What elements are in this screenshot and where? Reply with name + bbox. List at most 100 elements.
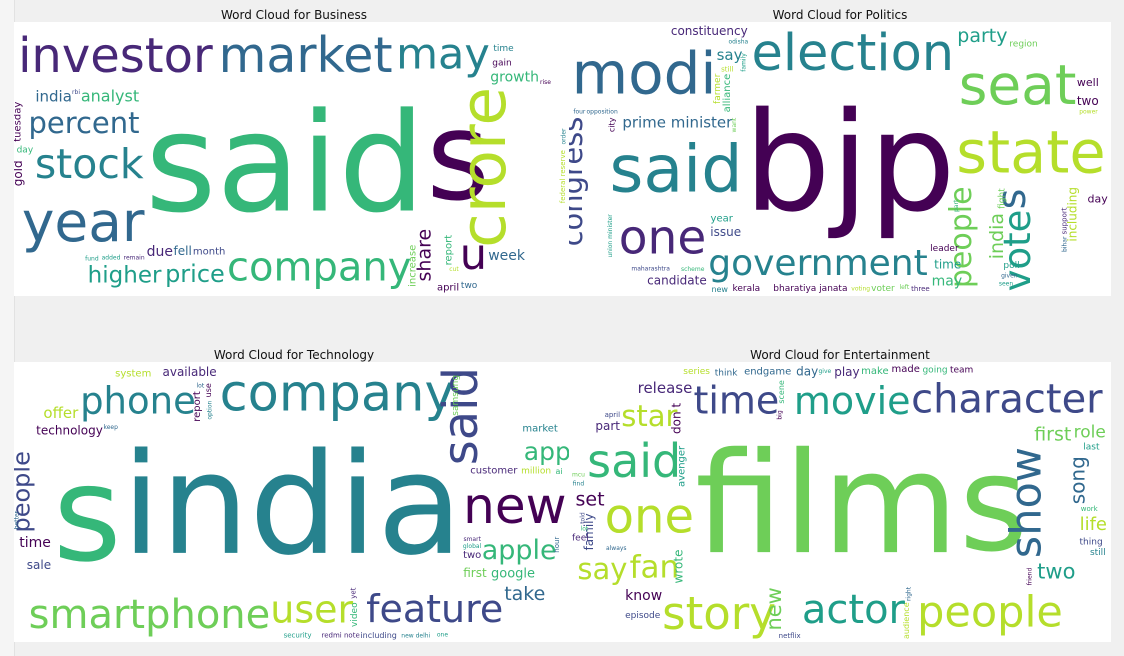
word-smart: smart bbox=[463, 536, 481, 543]
word-keep: keep bbox=[103, 424, 118, 431]
word-vote: vote bbox=[996, 210, 1039, 292]
word-app: app bbox=[524, 437, 571, 466]
word-lot: lot bbox=[197, 382, 205, 389]
wordcloud-technology: india s company user new said smartphone featur… bbox=[14, 362, 574, 642]
word-report: report bbox=[192, 391, 203, 422]
word-two: two bbox=[463, 550, 481, 561]
word-take: take bbox=[504, 583, 545, 605]
word-one: one bbox=[619, 210, 706, 265]
word-time: time bbox=[934, 257, 961, 271]
word-growth: growth bbox=[490, 69, 539, 85]
word-union-minister: union minister bbox=[607, 214, 614, 258]
word-tuesday: tuesday bbox=[14, 102, 23, 142]
word-fell: fell bbox=[174, 244, 192, 258]
word-higher: higher bbox=[88, 263, 162, 289]
word-going: going bbox=[922, 365, 947, 375]
word-congress: congress bbox=[569, 117, 589, 247]
word-odisha: odisha bbox=[728, 39, 748, 46]
word-give: give bbox=[818, 368, 831, 375]
word-crore: crore bbox=[447, 87, 520, 248]
word-lot: lot bbox=[581, 525, 589, 532]
word-character: character bbox=[911, 377, 1103, 423]
word-new: new bbox=[711, 285, 728, 294]
word-made: made bbox=[892, 364, 920, 375]
word-due: due bbox=[147, 244, 173, 260]
word-analyst: analyst bbox=[81, 87, 139, 106]
word-order: order bbox=[561, 128, 568, 145]
word-role: role bbox=[1074, 423, 1106, 443]
word-actor: actor bbox=[802, 587, 906, 633]
word-system: system bbox=[115, 369, 151, 380]
word-region: region bbox=[1009, 39, 1037, 49]
word-said: said bbox=[609, 133, 742, 208]
word-city: city bbox=[608, 117, 617, 132]
chart-title-technology: Word Cloud for Technology bbox=[213, 348, 375, 362]
word-one: one bbox=[437, 632, 448, 639]
word-given: given bbox=[1001, 272, 1018, 279]
word-rise: rise bbox=[540, 79, 551, 86]
word-two: two bbox=[1077, 94, 1099, 108]
word-issue: issue bbox=[710, 225, 741, 239]
word-google: google bbox=[491, 566, 535, 581]
word-fund: fund bbox=[85, 255, 99, 262]
word-right: right bbox=[905, 586, 912, 601]
word-thing: thing bbox=[1080, 537, 1103, 547]
word-play: play bbox=[834, 365, 859, 379]
word-video: video bbox=[350, 602, 360, 627]
word-security: security bbox=[284, 632, 312, 640]
word-day: day bbox=[1088, 193, 1109, 206]
word-say: say bbox=[577, 552, 627, 586]
word-sale: sale bbox=[27, 558, 51, 572]
word-endgame: endgame bbox=[744, 366, 791, 377]
word-always: always bbox=[606, 545, 627, 552]
word-bjp: bjp bbox=[744, 84, 956, 243]
word-constituency: constituency bbox=[671, 24, 748, 38]
word-part: part bbox=[595, 419, 620, 433]
word-time: time bbox=[493, 44, 514, 54]
word-people: people bbox=[14, 451, 36, 532]
wordcloud-business: said market s company stock year investor crore… bbox=[14, 22, 574, 296]
word-hour: hour bbox=[553, 537, 561, 553]
wordcloud-entertainment: film s actor movie one said character time story… bbox=[569, 362, 1111, 642]
word-two: two bbox=[1037, 559, 1075, 583]
word-million: million bbox=[521, 467, 551, 477]
word-seat: seat bbox=[959, 53, 1077, 117]
word-netflix: netflix bbox=[779, 632, 801, 640]
word-well: well bbox=[1077, 76, 1099, 89]
word-said: said bbox=[587, 434, 681, 488]
word-modi: modi bbox=[572, 40, 717, 108]
word-farmer: farmer bbox=[713, 73, 723, 104]
word-better: better bbox=[14, 510, 21, 529]
word-company: company bbox=[220, 364, 455, 423]
word-may: may bbox=[932, 274, 963, 290]
word-kerala: kerala bbox=[732, 284, 760, 294]
word-seen: seen bbox=[999, 280, 1014, 287]
word-gain: gain bbox=[492, 59, 511, 69]
word-still: still bbox=[721, 65, 733, 73]
word-time: time bbox=[693, 379, 779, 423]
word-find: find bbox=[573, 481, 585, 488]
word-week: week bbox=[488, 248, 526, 264]
word-global: global bbox=[463, 543, 482, 550]
word-new-delhi: new delhi bbox=[401, 632, 430, 639]
word-show: show bbox=[1001, 447, 1051, 558]
word-fan: fan bbox=[630, 550, 680, 586]
word-bihar: bihar bbox=[1061, 236, 1068, 252]
word-feel: feel bbox=[572, 534, 589, 544]
word-said: said bbox=[145, 84, 425, 243]
word-share: share bbox=[414, 229, 436, 282]
word-team: team bbox=[950, 366, 973, 376]
word-redmi-note: redmi note bbox=[322, 632, 360, 640]
word-year: year bbox=[22, 190, 145, 254]
word-report: report bbox=[443, 235, 454, 266]
word-said: said bbox=[433, 367, 489, 465]
word-film: film bbox=[695, 423, 958, 586]
word-work: work bbox=[1081, 505, 1099, 513]
word-mcu: mcu bbox=[572, 472, 585, 479]
word-power: power bbox=[1079, 109, 1098, 116]
word-s: s bbox=[989, 189, 1035, 210]
word-april: april bbox=[605, 411, 621, 419]
word-scheme: scheme bbox=[681, 266, 705, 273]
word-think: think bbox=[715, 368, 738, 378]
word-ai: ai bbox=[556, 467, 563, 476]
